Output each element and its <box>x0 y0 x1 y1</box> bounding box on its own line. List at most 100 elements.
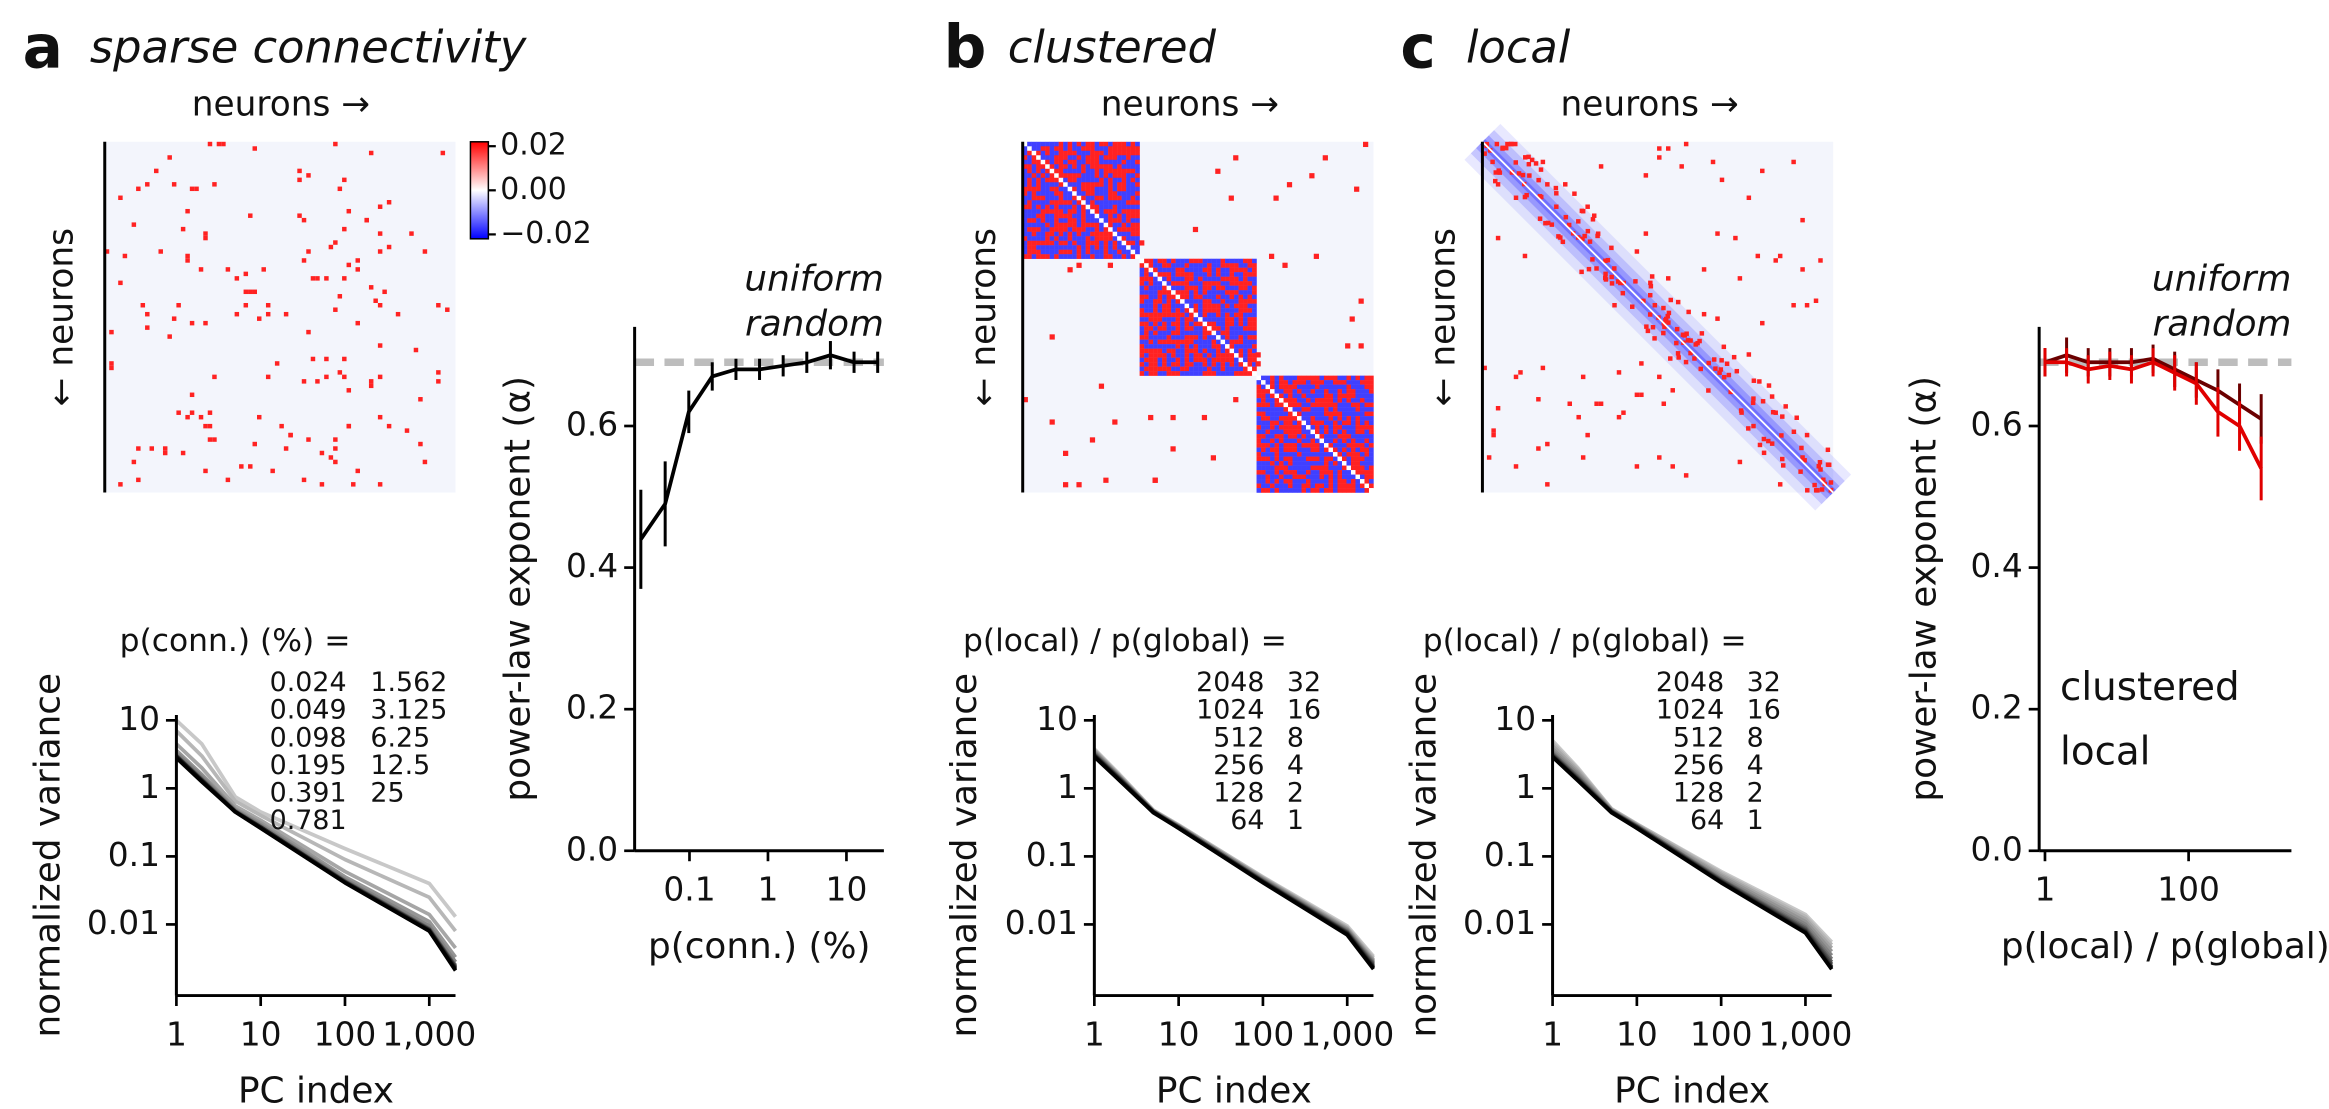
matrix-cell <box>1027 177 1032 183</box>
matrix-cell <box>1359 393 1365 399</box>
matrix-cell <box>1171 362 1176 367</box>
matrix-cell <box>1139 240 1145 246</box>
matrix-cell <box>1261 375 1266 381</box>
matrix-cell <box>1297 479 1302 484</box>
matrix-cell <box>1099 159 1104 165</box>
matrix-cell <box>1594 401 1599 406</box>
matrix-cell <box>1184 308 1190 313</box>
matrix-cell <box>1500 146 1505 151</box>
matrix-cell <box>1804 432 1810 438</box>
y-tick-label: 0.6 <box>566 405 618 443</box>
matrix-cell <box>1350 461 1356 466</box>
matrix-cell <box>1130 204 1136 210</box>
matrix-cell <box>1067 168 1073 174</box>
matrix-cell <box>1031 209 1037 214</box>
matrix-cell <box>1234 339 1239 345</box>
matrix-cell <box>1220 276 1226 282</box>
matrix-cell <box>1332 465 1338 471</box>
matrix-cell <box>1368 375 1374 381</box>
matrix-cell <box>1045 227 1050 232</box>
legend-entry: 0.024 <box>270 667 347 698</box>
matrix-cell <box>1247 366 1253 372</box>
matrix-cell <box>1229 285 1235 291</box>
matrix-cell <box>1135 141 1140 147</box>
matrix-cell <box>1261 389 1266 394</box>
matrix-cell <box>1283 479 1289 484</box>
matrix-cell <box>1144 326 1149 331</box>
matrix-cell <box>1527 173 1532 178</box>
matrix-cell <box>1144 362 1149 367</box>
matrix-cell <box>1175 263 1181 268</box>
matrix-cell <box>1180 299 1185 304</box>
matrix-cell <box>1533 161 1539 166</box>
matrix-cell <box>1103 477 1109 483</box>
matrix-cell <box>1184 321 1190 327</box>
matrix-cell <box>1103 200 1109 205</box>
matrix-cell <box>1099 155 1104 161</box>
matrix-cell <box>1031 231 1037 237</box>
matrix-cell <box>1099 218 1104 223</box>
matrix-cell <box>1211 312 1217 318</box>
matrix-cell <box>1503 145 1509 151</box>
matrix-cell <box>1238 285 1244 291</box>
matrix-cell <box>1130 209 1136 214</box>
matrix-cell <box>1328 407 1334 412</box>
matrix-cell <box>1256 438 1262 444</box>
matrix-cell <box>1283 456 1289 462</box>
matrix-cell <box>1355 398 1361 403</box>
matrix-cell <box>1350 479 1356 484</box>
matrix-cell <box>1175 326 1181 331</box>
matrix-cell <box>1609 274 1614 280</box>
matrix-cell <box>1341 411 1347 417</box>
matrix-cell <box>1301 375 1307 381</box>
matrix-cell <box>1247 299 1253 304</box>
matrix-cell <box>1283 434 1289 439</box>
matrix-cell <box>1022 245 1028 250</box>
matrix-cell <box>1126 245 1131 250</box>
matrix-cell <box>1328 425 1334 430</box>
matrix-cell <box>1090 222 1095 228</box>
matrix-cell <box>1337 456 1343 462</box>
matrix-cell <box>1368 384 1374 390</box>
matrix-cell <box>1292 398 1298 403</box>
matrix-cell <box>1162 258 1167 264</box>
matrix-cell <box>274 361 280 366</box>
matrix-cell <box>1108 146 1113 152</box>
matrix-cell <box>1368 393 1374 399</box>
matrix-cell <box>1247 353 1253 358</box>
matrix-cell <box>1054 200 1059 205</box>
matrix-cell <box>1207 299 1212 304</box>
matrix-cell <box>1166 321 1172 327</box>
matrix-cell <box>1193 299 1199 304</box>
matrix-cell <box>1337 447 1343 453</box>
matrix-cell <box>1315 456 1320 462</box>
matrix-cell <box>1328 420 1334 426</box>
matrix-cell <box>1256 375 1262 381</box>
matrix-cell <box>1216 263 1221 268</box>
matrix-cell <box>1067 231 1073 237</box>
legend-entry: 1.562 <box>370 667 447 698</box>
matrix-cell <box>1220 290 1226 295</box>
matrix-cell <box>1265 389 1271 394</box>
matrix-cell <box>1666 276 1671 281</box>
legend-entry: 2 <box>1747 778 1764 809</box>
matrix-cell <box>1306 375 1311 381</box>
matrix-cell <box>1252 362 1257 367</box>
matrix-cell <box>1698 366 1703 372</box>
matrix-cell <box>221 141 226 147</box>
matrix-cell <box>1126 173 1131 178</box>
matrix-cell <box>1072 218 1077 223</box>
matrix-cell <box>1148 317 1154 322</box>
matrix-cell <box>1166 281 1172 286</box>
matrix-cell <box>1157 326 1163 331</box>
matrix-cell <box>1243 267 1248 273</box>
matrix-cell <box>1162 312 1167 318</box>
matrix-cell <box>1148 303 1154 309</box>
matrix-cell <box>1529 157 1535 163</box>
matrix-cell <box>1036 173 1041 178</box>
matrix-cell <box>1099 236 1104 241</box>
matrix-cell <box>1220 353 1226 358</box>
matrix-cell <box>1306 398 1311 403</box>
matrix-cell <box>1350 429 1356 435</box>
matrix-cell <box>1153 263 1158 268</box>
